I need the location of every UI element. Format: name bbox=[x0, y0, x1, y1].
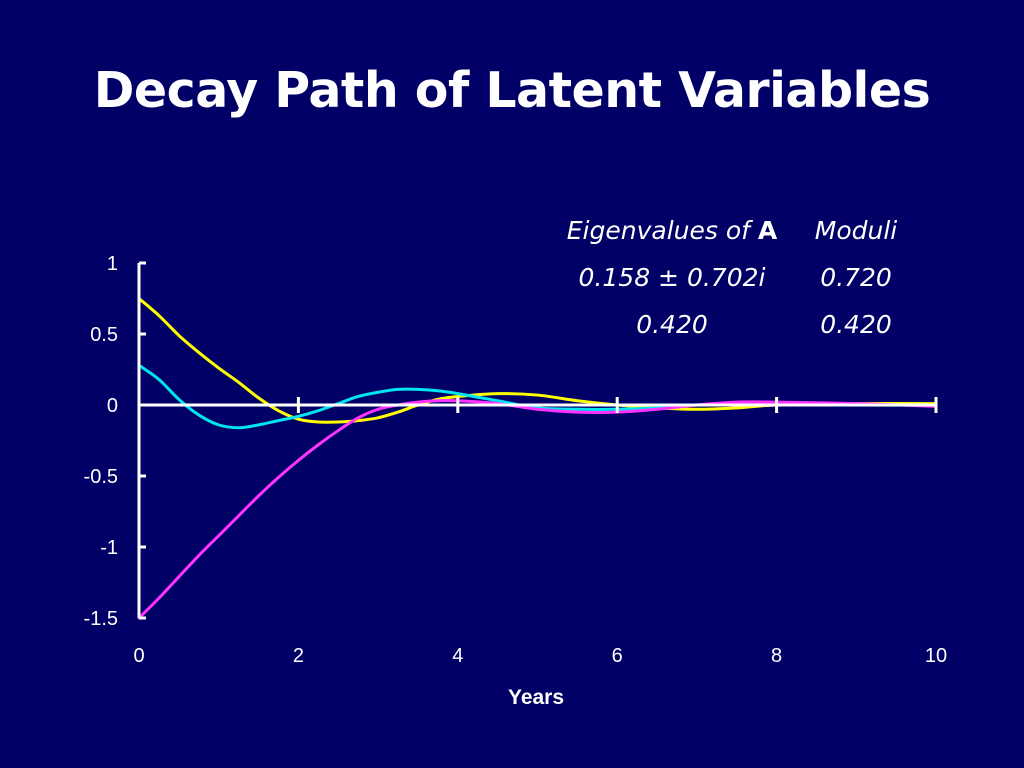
x-tick-label: 10 bbox=[925, 645, 947, 667]
y-tick-label: -1 bbox=[100, 537, 118, 559]
x-tick-label: 6 bbox=[612, 645, 623, 667]
labels-layer: 1 0.5 0 -0.5 -1 -1.5 0 2 4 6 8 10 bbox=[84, 253, 948, 667]
x-axis-title: Years bbox=[508, 686, 564, 709]
x-tick-label: 8 bbox=[771, 645, 782, 667]
eigenvalue-table-header: Eigenvalues of A Moduli bbox=[548, 212, 916, 259]
modulus-cell: 0.420 bbox=[820, 309, 892, 339]
eigenvalue-cell: 0.420 bbox=[636, 309, 708, 339]
page-title: Decay Path of Latent Variables bbox=[93, 62, 931, 119]
eigenvalues-header: Eigenvalues of A bbox=[548, 212, 796, 259]
modulus-cell: 0.720 bbox=[820, 262, 892, 292]
series-line-magenta bbox=[137, 398, 938, 620]
moduli-header: Moduli bbox=[814, 215, 898, 245]
series-line-yellow bbox=[137, 297, 938, 424]
axes-layer bbox=[137, 261, 938, 620]
eigenvalue-cell: 0.158 ± 0.702i bbox=[578, 262, 766, 292]
eigenvalue-row: 0.420 0.420 bbox=[548, 306, 916, 353]
y-tick-label: 1 bbox=[107, 253, 118, 275]
eigenvalue-row: 0.158 ± 0.702i 0.720 bbox=[548, 259, 916, 306]
y-tick-label: -0.5 bbox=[84, 466, 118, 488]
eigenvalue-table: Eigenvalues of A Moduli 0.158 ± 0.702i 0… bbox=[548, 212, 916, 353]
y-tick-label: 0.5 bbox=[90, 324, 118, 346]
x-tick-label: 0 bbox=[133, 645, 144, 667]
series-layer bbox=[137, 297, 938, 620]
eigenvalues-header-text: Eigenvalues of bbox=[566, 215, 758, 245]
y-tick-label: 0 bbox=[107, 395, 118, 417]
matrix-symbol: A bbox=[757, 215, 778, 245]
y-tick-label: -1.5 bbox=[84, 608, 118, 630]
x-tick-label: 4 bbox=[452, 645, 463, 667]
x-tick-label: 2 bbox=[293, 645, 304, 667]
